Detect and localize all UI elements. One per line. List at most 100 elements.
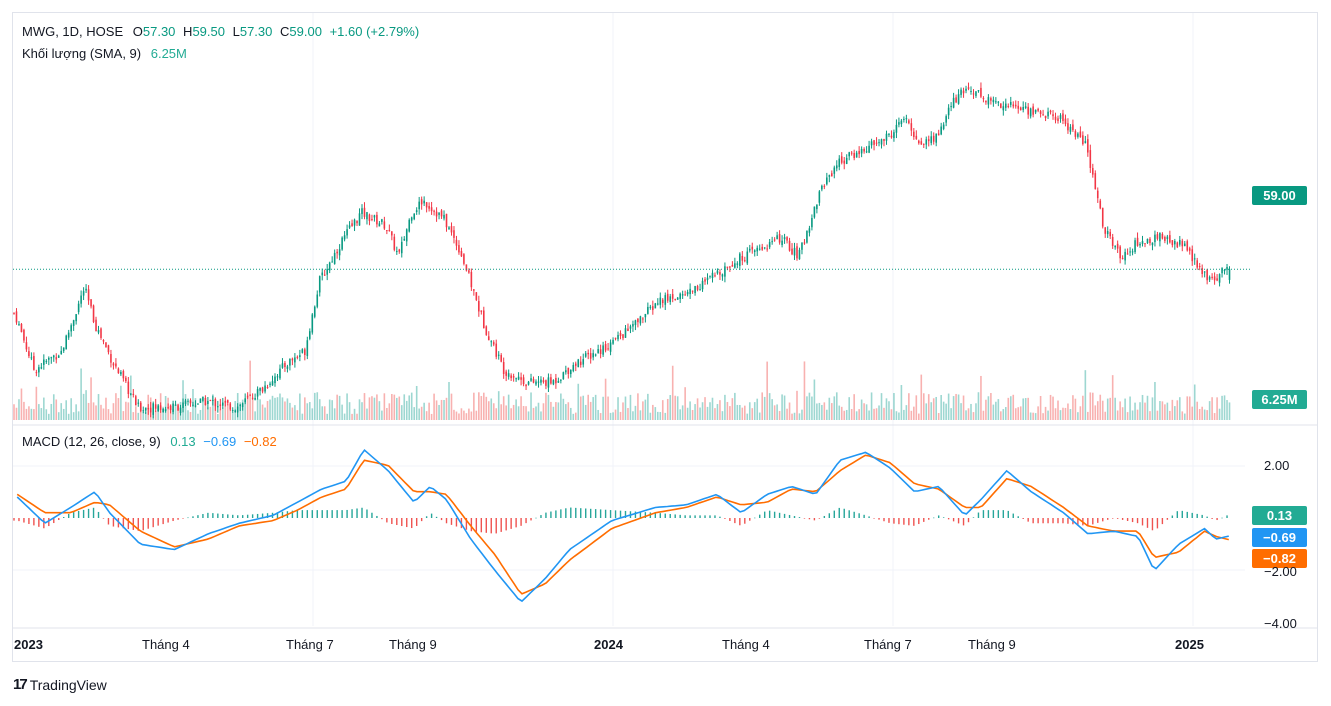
volume-bar <box>1203 409 1206 420</box>
volume-bar <box>895 411 898 420</box>
volume-bar <box>992 404 995 420</box>
candle-body <box>972 93 975 95</box>
macd-histogram-bar <box>256 513 259 518</box>
candle-body <box>997 101 1000 103</box>
candle-body <box>323 274 326 276</box>
volume-bar <box>689 401 691 420</box>
macd-signal-line <box>16 454 1229 595</box>
candle-body <box>903 118 905 120</box>
volume-bar <box>202 401 204 420</box>
candle-body <box>1146 238 1149 244</box>
volume-bar <box>962 395 965 420</box>
candle-body <box>122 371 125 379</box>
macd-histogram-bar <box>58 518 60 521</box>
candle-body <box>321 272 324 276</box>
candle-body <box>1191 249 1194 262</box>
candle-body <box>80 295 82 304</box>
volume-bar <box>629 394 632 420</box>
candle-body <box>522 377 525 385</box>
candle-body <box>1144 243 1146 245</box>
volume-bar <box>813 379 816 420</box>
volume-bar <box>1084 370 1087 420</box>
candle-body <box>965 88 967 91</box>
macd-histogram-bar <box>928 518 930 520</box>
candle-body <box>845 157 848 164</box>
macd-histogram-bar <box>744 518 746 524</box>
tradingview-brand[interactable]: 17 TradingView <box>13 676 107 693</box>
time-axis-label: 2023 <box>14 637 43 652</box>
volume-bar <box>669 395 672 420</box>
macd-histogram-bar <box>589 508 592 518</box>
macd-histogram-bar <box>858 513 860 518</box>
macd-histogram-bar <box>550 511 552 518</box>
macd-histogram-bar <box>346 509 348 518</box>
candle-body <box>905 118 908 120</box>
candle-body <box>567 367 570 374</box>
candle-body <box>960 89 962 95</box>
macd-histogram-bar <box>192 516 194 518</box>
chart-frame[interactable] <box>12 12 1318 662</box>
candle-body <box>15 311 18 323</box>
macd-histogram-bar <box>749 518 751 521</box>
candle-body <box>681 294 684 296</box>
candle-body <box>1000 103 1002 108</box>
candle-body <box>189 400 192 404</box>
candle-body <box>614 337 617 339</box>
volume-bar <box>863 403 865 420</box>
candle-body <box>888 133 890 135</box>
volume-bar <box>430 413 433 420</box>
candle-body <box>249 394 251 396</box>
macd-histogram-bar <box>63 516 65 518</box>
volume-bar <box>945 403 947 420</box>
volume-bar <box>231 411 234 420</box>
candle-body <box>1109 231 1111 237</box>
candle-body <box>602 345 604 355</box>
volume-bar <box>197 413 199 420</box>
volume-bar <box>294 405 296 420</box>
candle-body <box>515 378 517 380</box>
volume-bar <box>316 392 319 420</box>
volume-bar <box>748 402 751 420</box>
candle-body <box>301 349 304 353</box>
candle-body <box>398 249 401 252</box>
candle-body <box>584 353 587 357</box>
volume-bar <box>888 401 890 420</box>
candle-body <box>930 136 933 144</box>
volume-bar <box>937 412 940 420</box>
macd-histogram-bar <box>207 512 209 518</box>
candle-body <box>386 230 388 232</box>
candle-body <box>1174 241 1176 245</box>
candle-body <box>1096 190 1099 199</box>
candle-body <box>823 185 826 187</box>
volume-bar <box>995 401 997 420</box>
volume-bar <box>75 404 77 420</box>
candle-body <box>102 340 105 342</box>
volume-bar <box>853 394 855 420</box>
candle-body <box>371 218 373 220</box>
candle-body <box>1069 126 1072 132</box>
macd-histogram-bar <box>1166 518 1169 520</box>
volume-bar <box>957 394 960 420</box>
volume-bar <box>1226 400 1228 420</box>
volume-bar <box>604 378 607 420</box>
candle-body <box>557 380 560 383</box>
macd-histogram-bar <box>977 512 980 518</box>
volume-bar <box>681 405 684 420</box>
volume-bar <box>1221 395 1223 420</box>
volume-bar <box>57 412 60 420</box>
candle-body <box>289 358 291 366</box>
candle-body <box>721 274 724 277</box>
candle-body <box>142 410 145 412</box>
candle-body <box>793 247 796 256</box>
candle-body <box>207 400 209 405</box>
volume-bar <box>450 393 453 420</box>
macd-histogram-bar <box>1131 518 1134 523</box>
candle-body <box>1169 235 1171 243</box>
candle-body <box>744 260 746 262</box>
macd-histogram-bar <box>167 518 169 523</box>
volume-bar <box>157 406 159 420</box>
volume-bar <box>1022 398 1024 420</box>
volume-bar <box>97 394 100 420</box>
volume-bar <box>274 397 276 420</box>
